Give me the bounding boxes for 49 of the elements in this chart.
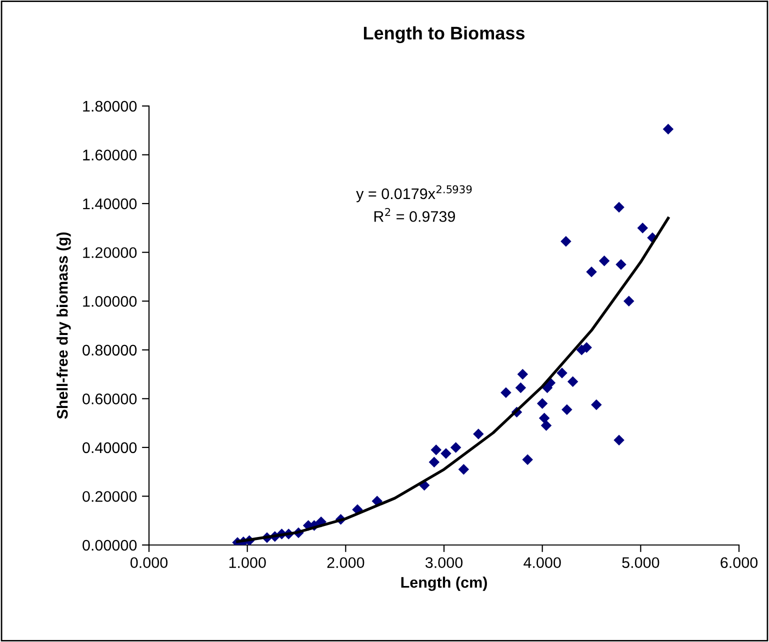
- x-axis-title: Length (cm): [401, 576, 487, 591]
- x-tick-label: 1.000: [229, 557, 266, 568]
- y-tick-label: 1.40000: [83, 198, 137, 210]
- point: [540, 420, 552, 431]
- x-tick-label: 2.000: [327, 557, 364, 568]
- point: [515, 382, 526, 394]
- y-tick-label: 0.20000: [82, 491, 137, 502]
- point: [500, 387, 512, 398]
- y-tick-label: 0.40000: [82, 442, 137, 454]
- y-tick-label: 1.00000: [83, 296, 137, 307]
- point: [538, 412, 550, 424]
- point: [581, 342, 592, 353]
- point: [450, 442, 462, 453]
- chart-title: Length to Biomass: [364, 26, 525, 44]
- point: [556, 368, 568, 378]
- point: [637, 222, 648, 234]
- y-tick-label: 1.80000: [83, 100, 137, 112]
- x-tick-label: 5.000: [622, 557, 660, 568]
- point: [428, 456, 440, 468]
- point: [598, 255, 610, 266]
- annotation: R$^{2}$ = 0.9739: [374, 208, 455, 222]
- point: [440, 448, 452, 459]
- point: [623, 296, 634, 306]
- point: [614, 434, 624, 446]
- point: [517, 368, 528, 380]
- y-tick-label: 1.60000: [83, 150, 137, 160]
- y-tick-label: 0.80000: [82, 344, 137, 356]
- x-tick-label: 0.000: [130, 557, 168, 568]
- point: [567, 376, 578, 387]
- point: [522, 454, 533, 466]
- point: [536, 398, 548, 409]
- y-axis-title: Shell-free dry biomass (g): [56, 232, 71, 419]
- point: [591, 399, 602, 410]
- point: [586, 266, 597, 278]
- point: [662, 124, 674, 135]
- y-tick-label: 0.60000: [82, 394, 137, 404]
- x-tick-label: 4.000: [524, 557, 561, 568]
- y-tick-label: 0.00000: [82, 540, 137, 551]
- annotation: y = 0.0179x$^{2.5939}$: [356, 185, 472, 202]
- point: [430, 444, 442, 456]
- x-tick-label: 3.000: [425, 557, 463, 568]
- point: [562, 404, 572, 416]
- point: [560, 236, 572, 247]
- x-tick-label: 6.000: [720, 557, 758, 568]
- y-tick-label: 1.20000: [83, 247, 137, 258]
- point: [614, 202, 624, 213]
- point: [616, 259, 626, 270]
- point: [458, 464, 470, 475]
- point: [473, 428, 484, 440]
